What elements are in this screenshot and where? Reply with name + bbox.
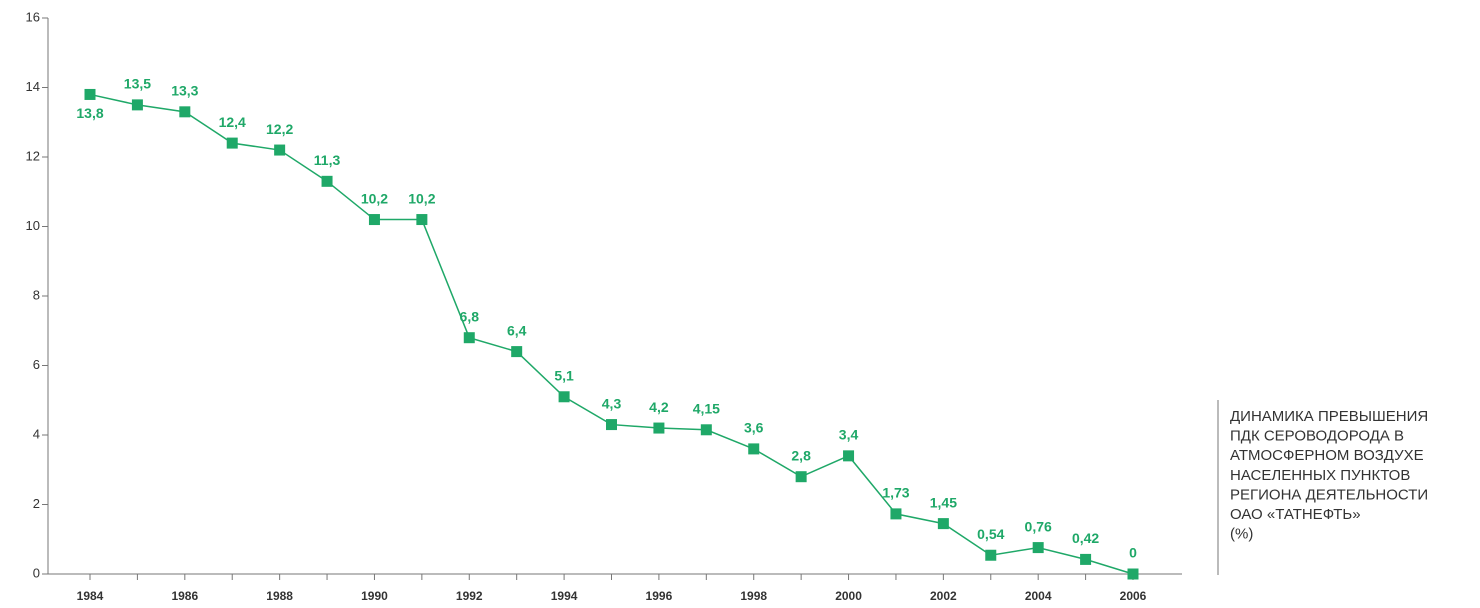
marker xyxy=(1127,568,1139,580)
y-tick-label: 14 xyxy=(26,79,40,94)
side-title-line: ДИНАМИКА ПРЕВЫШЕНИЯ xyxy=(1230,408,1428,425)
marker xyxy=(748,443,760,455)
value-label: 1,45 xyxy=(930,494,957,510)
x-tick-label: 1990 xyxy=(361,589,388,603)
x-tick-label: 1986 xyxy=(171,589,198,603)
marker xyxy=(84,88,96,100)
marker xyxy=(463,332,475,344)
marker xyxy=(131,99,143,111)
x-tick-label: 2002 xyxy=(930,589,957,603)
value-label: 10,2 xyxy=(361,190,388,206)
value-label: 6,8 xyxy=(460,308,480,324)
y-tick-label: 8 xyxy=(33,287,40,302)
value-label: 3,6 xyxy=(744,420,764,436)
y-tick-label: 16 xyxy=(26,9,40,24)
side-title-line: РЕГИОНА ДЕЯТЕЛЬНОСТИ xyxy=(1230,486,1428,503)
y-tick-label: 10 xyxy=(26,218,40,233)
marker xyxy=(985,549,997,561)
value-label: 0,76 xyxy=(1025,518,1052,534)
x-tick-label: 1994 xyxy=(551,589,578,603)
x-tick-label: 2000 xyxy=(835,589,862,603)
y-tick-label: 12 xyxy=(26,148,40,163)
marker xyxy=(226,137,238,149)
marker xyxy=(368,214,380,226)
data-line xyxy=(89,93,1134,575)
side-title-line: ОАО «ТАТНЕФТЬ» xyxy=(1230,506,1361,523)
side-title-line: НАСЕЛЕННЫХ ПУНКТОВ xyxy=(1230,467,1410,484)
value-label: 13,3 xyxy=(171,83,198,99)
value-label: 10,2 xyxy=(408,190,435,206)
value-label: 13,5 xyxy=(124,76,151,92)
x-tick-label: 1992 xyxy=(456,589,483,603)
marker xyxy=(890,508,902,520)
value-label: 12,4 xyxy=(219,114,246,130)
marker xyxy=(937,518,949,530)
x-tick-label: 1988 xyxy=(266,589,293,603)
value-label: 3,4 xyxy=(839,427,859,443)
y-tick-label: 6 xyxy=(33,357,40,372)
marker xyxy=(321,175,333,187)
marker xyxy=(843,450,855,462)
marker xyxy=(179,106,191,118)
x-tick-label: 1984 xyxy=(77,589,104,603)
x-tick-label: 1998 xyxy=(740,589,767,603)
marker xyxy=(274,144,286,156)
x-tick-label: 1996 xyxy=(646,589,673,603)
value-label: 0,42 xyxy=(1072,530,1099,546)
y-tick-label: 4 xyxy=(33,426,40,441)
marker xyxy=(416,214,428,226)
value-label: 11,3 xyxy=(314,152,341,168)
value-label: 0,54 xyxy=(977,526,1004,542)
value-label: 6,4 xyxy=(507,322,527,338)
x-tick-label: 2004 xyxy=(1025,589,1052,603)
value-label: 4,2 xyxy=(649,399,669,415)
marker xyxy=(1032,542,1044,554)
side-title-line: АТМОСФЕРНОМ ВОЗДУХЕ xyxy=(1230,447,1424,464)
side-title-line: ПДК СЕРОВОДОРОДА В xyxy=(1230,428,1404,445)
marker xyxy=(700,424,712,436)
marker xyxy=(606,419,617,431)
y-tick-label: 2 xyxy=(33,496,40,511)
value-label: 4,15 xyxy=(693,400,720,416)
marker xyxy=(511,346,523,358)
marker xyxy=(1080,553,1092,565)
value-label: 2,8 xyxy=(791,447,811,463)
y-tick-label: 0 xyxy=(33,565,40,580)
marker xyxy=(653,422,665,434)
x-tick-label: 2006 xyxy=(1120,589,1147,603)
marker xyxy=(795,471,807,483)
y-unit-label: (%) xyxy=(1230,526,1253,543)
value-label: 4,3 xyxy=(602,395,622,411)
value-label: 0 xyxy=(1129,545,1137,561)
value-label: 12,2 xyxy=(266,121,293,137)
value-label: 1,73 xyxy=(882,485,909,501)
value-label: 5,1 xyxy=(554,367,574,383)
marker xyxy=(558,391,570,403)
value-label: 13,8 xyxy=(76,105,103,121)
